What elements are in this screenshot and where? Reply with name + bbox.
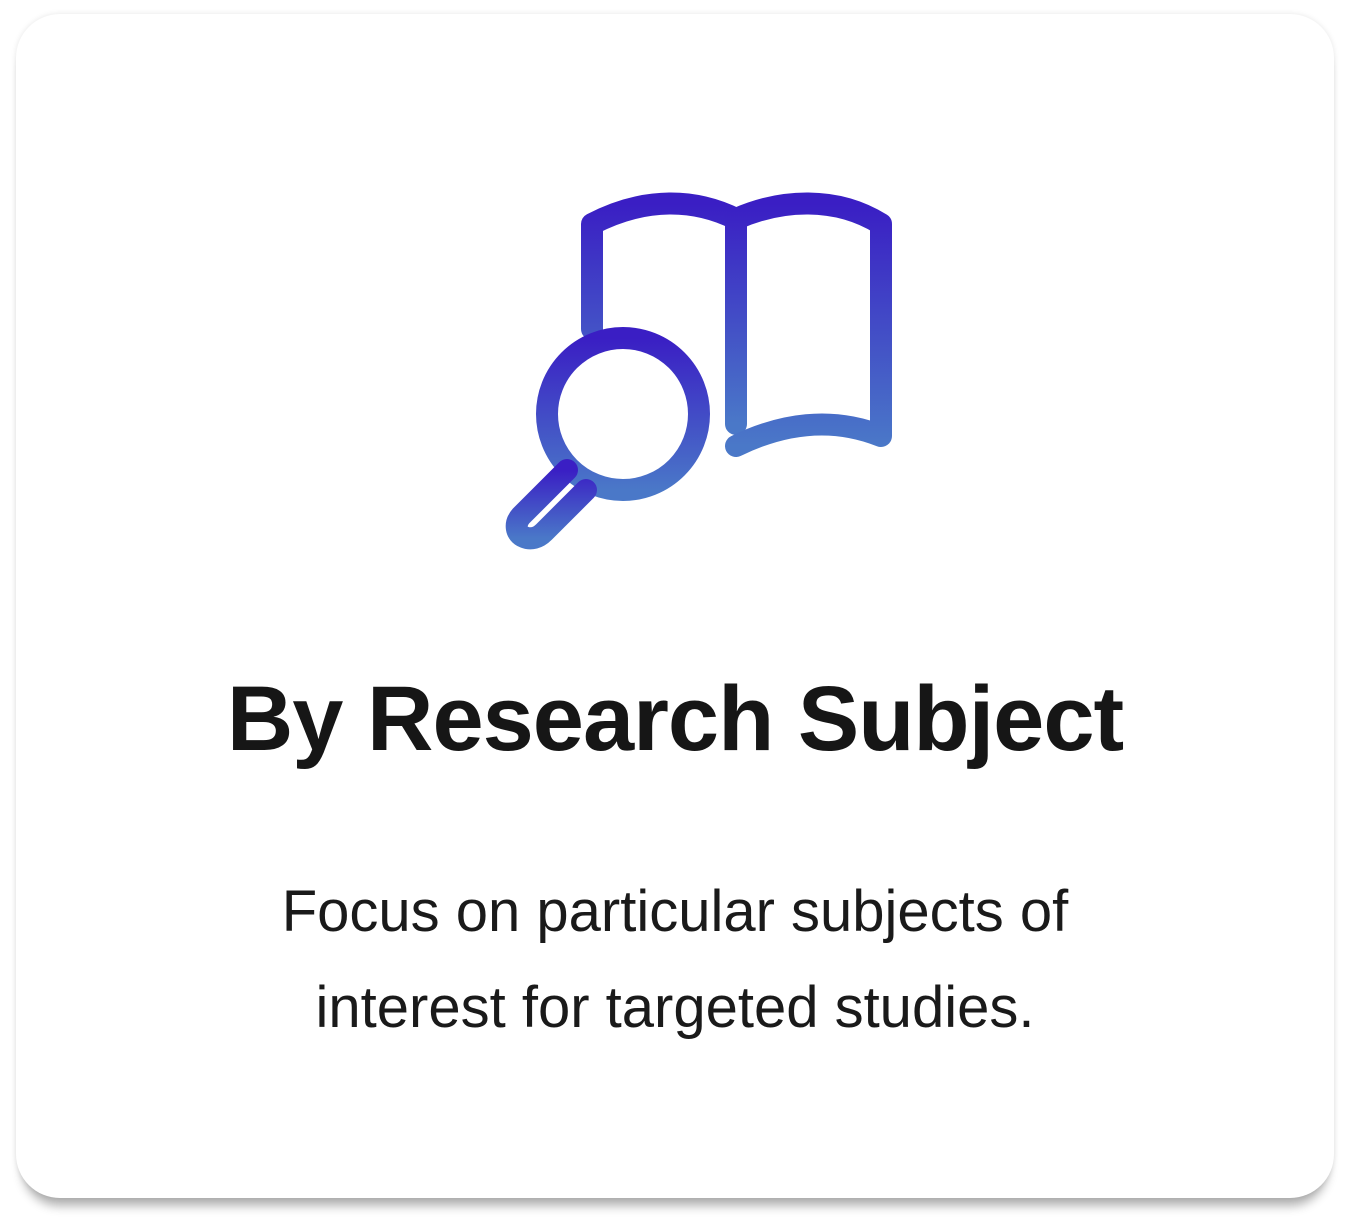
feature-card[interactable]: By Research Subject Focus on particular … — [16, 14, 1334, 1198]
card-title: By Research Subject — [226, 668, 1124, 770]
card-description: Focus on particular subjects of interest… — [281, 879, 1069, 1040]
book-search-icon — [476, 184, 906, 564]
